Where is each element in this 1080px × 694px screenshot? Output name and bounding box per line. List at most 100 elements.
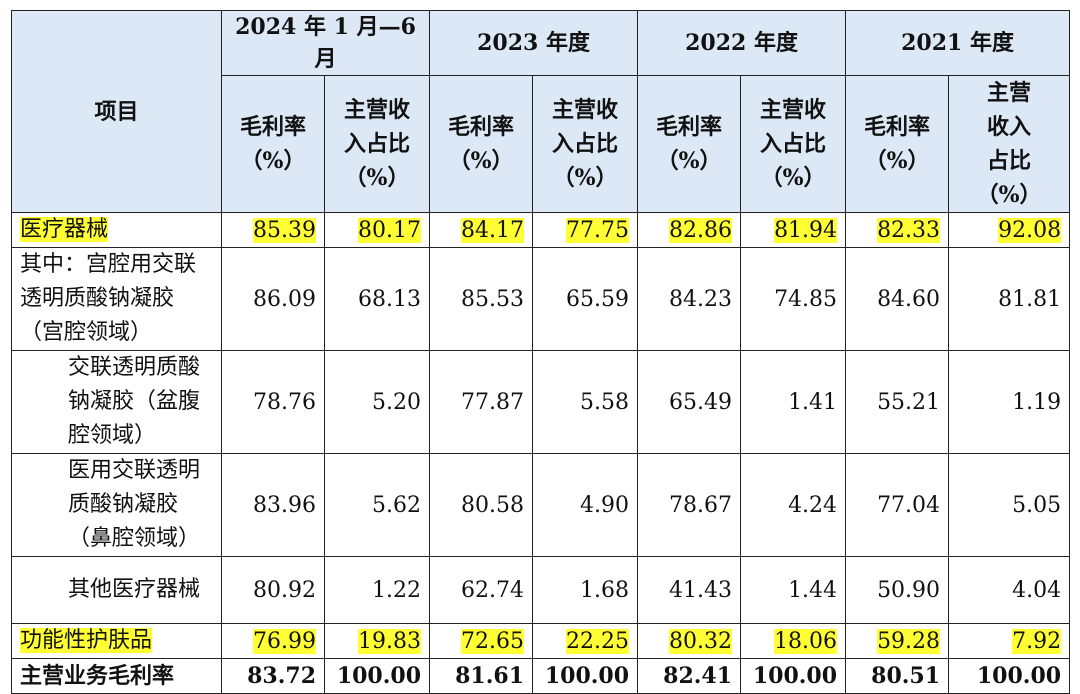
- cell-value: 50.90: [877, 577, 941, 603]
- row-label-text: 功能性护肤品: [20, 628, 153, 653]
- revenue-share-cell: 4.04: [948, 556, 1071, 624]
- row-label-text: 医用交联透明质酸钠凝胶（鼻腔领域）: [68, 458, 201, 551]
- gross-margin-cell: 82.86: [637, 212, 742, 248]
- revenue-share-header: 主营 收入 占比 （%）: [948, 75, 1071, 213]
- revenue-share-cell: 19.83: [323, 623, 431, 659]
- cell-value: 7.92: [1012, 628, 1062, 654]
- revenue-share-cell: 5.58: [532, 350, 639, 454]
- revenue-share-cell: 1.44: [740, 556, 847, 624]
- gross-margin-cell: 82.41: [637, 658, 742, 694]
- cell-value: 1.44: [788, 577, 838, 603]
- cell-value: 80.58: [461, 492, 525, 518]
- cell-value: 78.67: [669, 492, 733, 518]
- revenue-share-header: 主营收 入占比 （%）: [323, 75, 431, 213]
- revenue-share-cell: 65.59: [532, 247, 639, 351]
- gross-margin-cell: 84.23: [637, 247, 742, 351]
- row-label: 主营业务毛利率: [11, 658, 222, 694]
- revenue-share-cell: 81.94: [740, 212, 847, 248]
- gross-margin-cell: 80.92: [221, 556, 325, 624]
- revenue-share-cell: 5.05: [948, 453, 1071, 557]
- cell-value: 86.09: [253, 286, 316, 312]
- cell-value: 82.86: [669, 217, 733, 243]
- cell-value: 4.04: [1012, 577, 1062, 603]
- period-header: 2023 年度: [429, 10, 639, 76]
- cell-value: 82.33: [877, 217, 941, 243]
- cell-value: 4.90: [580, 492, 630, 518]
- row-label-text: 交联透明质酸钠凝胶（盆腹腔领域）: [68, 355, 201, 448]
- cell-value: 55.21: [877, 389, 941, 415]
- gross-margin-cell: 77.04: [845, 453, 950, 557]
- revenue-share-cell: 74.85: [740, 247, 847, 351]
- cell-value: 59.28: [877, 628, 941, 654]
- gross-margin-cell: 86.09: [221, 247, 325, 351]
- cell-value: 80.32: [669, 628, 733, 654]
- revenue-share-cell: 1.41: [740, 350, 847, 454]
- revenue-share-cell: 77.75: [532, 212, 639, 248]
- cell-value: 5.20: [372, 389, 422, 415]
- gross-margin-cell: 76.99: [221, 623, 325, 659]
- cell-value: 100.00: [544, 663, 630, 689]
- item-header: 项目: [11, 10, 222, 213]
- cell-value: 22.25: [566, 628, 630, 654]
- cell-value: 19.83: [358, 628, 422, 654]
- cell-value: 100.00: [976, 663, 1062, 689]
- gross-margin-cell: 59.28: [845, 623, 950, 659]
- cell-value: 5.62: [372, 492, 422, 518]
- cell-value: 81.61: [455, 663, 525, 689]
- cell-value: 1.19: [1012, 389, 1062, 415]
- cell-value: 1.41: [788, 389, 838, 415]
- cell-value: 77.87: [461, 389, 525, 415]
- revenue-share-cell: 100.00: [323, 658, 431, 694]
- revenue-share-cell: 92.08: [948, 212, 1071, 248]
- cell-value: 92.08: [998, 217, 1062, 243]
- revenue-share-cell: 7.92: [948, 623, 1071, 659]
- cell-value: 84.23: [669, 286, 733, 312]
- table-row: 交联透明质酸钠凝胶（盆腹腔领域） 78.76 5.20 77.87 5.58 65.49 1…: [11, 350, 1071, 454]
- cell-value: 41.43: [669, 577, 733, 603]
- cell-value: 62.74: [461, 577, 525, 603]
- cell-value: 85.53: [461, 286, 525, 312]
- cell-value: 84.60: [877, 286, 941, 312]
- table-row: 主营业务毛利率 83.72 100.00 81.61 100.00 82.41 100.00…: [11, 658, 1071, 694]
- cell-value: 83.96: [253, 492, 316, 518]
- revenue-share-cell: 4.24: [740, 453, 847, 557]
- cell-value: 65.49: [669, 389, 733, 415]
- cell-value: 68.13: [358, 286, 422, 312]
- revenue-share-cell: 100.00: [740, 658, 847, 694]
- cell-value: 80.17: [358, 217, 422, 243]
- period-header: 2021 年度: [845, 10, 1071, 76]
- row-label: 医用交联透明质酸钠凝胶（鼻腔领域）: [11, 453, 222, 557]
- row-label-text: 其他医疗器械: [68, 577, 201, 602]
- cell-value: 18.06: [774, 628, 838, 654]
- gross-margin-cell: 72.65: [429, 623, 534, 659]
- gross-margin-cell: 78.76: [221, 350, 325, 454]
- gross-margin-header: 毛利率 （%）: [845, 75, 950, 213]
- revenue-share-cell: 1.19: [948, 350, 1071, 454]
- cell-value: 77.75: [566, 217, 630, 243]
- cell-value: 100.00: [752, 663, 838, 689]
- revenue-share-cell: 5.20: [323, 350, 431, 454]
- cell-value: 72.65: [461, 628, 525, 654]
- cell-value: 82.41: [663, 663, 733, 689]
- gross-margin-cell: 80.51: [845, 658, 950, 694]
- cell-value: 4.24: [788, 492, 838, 518]
- gross-margin-header: 毛利率 （%）: [637, 75, 742, 213]
- gross-margin-cell: 55.21: [845, 350, 950, 454]
- row-label: 其他医疗器械: [11, 556, 222, 624]
- table-row: 其他医疗器械 80.92 1.22 62.74 1.68 41.43 1.44 50.90 4.…: [11, 556, 1071, 624]
- revenue-share-header: 主营收 入占比 （%）: [740, 75, 847, 213]
- gross-margin-cell: 81.61: [429, 658, 534, 694]
- cell-value: 78.76: [253, 389, 316, 415]
- revenue-share-cell: 81.81: [948, 247, 1071, 351]
- gross-margin-cell: 41.43: [637, 556, 742, 624]
- gross-margin-cell: 65.49: [637, 350, 742, 454]
- gross-margin-cell: 77.87: [429, 350, 534, 454]
- row-label-text: 医疗器械: [20, 217, 109, 242]
- cell-value: 83.72: [247, 663, 316, 689]
- table-row: 其中：宫腔用交联透明质酸钠凝胶（宫腔领域） 86.09 68.13 85.53 65.5…: [11, 247, 1071, 351]
- cell-value: 74.85: [774, 286, 838, 312]
- revenue-share-cell: 4.90: [532, 453, 639, 557]
- cell-value: 81.94: [774, 217, 838, 243]
- cell-value: 5.05: [1012, 492, 1062, 518]
- cell-value: 85.39: [253, 217, 316, 243]
